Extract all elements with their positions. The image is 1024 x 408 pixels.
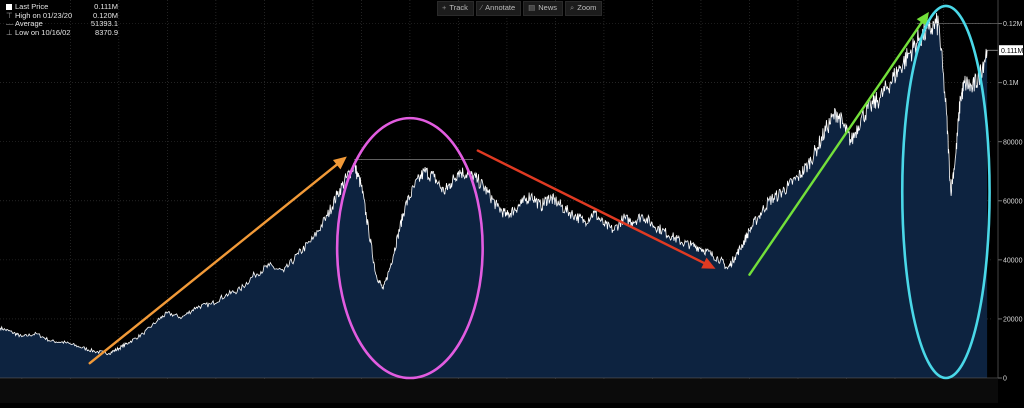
square-swatch-icon	[6, 4, 12, 11]
legend-item-low: ⊥ Low on 10/16/02 8370.9	[6, 27, 118, 38]
trend-arrow	[88, 163, 338, 365]
legend-label: Low on 10/16/02	[15, 27, 71, 37]
news-button[interactable]: ▤ News	[523, 1, 564, 16]
last-price-tag-label: 0.111M	[1001, 48, 1023, 55]
zoom-label: Zoom	[577, 3, 597, 12]
legend-label: High on 01/23/20	[15, 10, 73, 20]
zoom-button[interactable]: ⌕ Zoom	[565, 1, 603, 16]
trend-arrow-head	[701, 257, 716, 269]
y-tick-label: 0.1M	[1003, 80, 1019, 87]
highlight-ellipse	[335, 116, 484, 380]
legend-item-high: ⊤ High on 01/23/20 0.120M	[6, 10, 118, 21]
trend-arrow	[476, 149, 706, 265]
trend-arrow	[748, 21, 923, 276]
legend-value: 51393.1	[90, 19, 118, 29]
legend-item-average: — Average 51393.1	[6, 20, 118, 29]
legend-value: 0.111M	[94, 2, 118, 11]
news-icon: ▤	[528, 3, 536, 12]
y-tick-label: 60000	[1003, 198, 1023, 205]
y-tick-label: 0	[1003, 376, 1007, 383]
zoom-icon: ⌕	[570, 3, 575, 12]
x-axis-band	[0, 379, 998, 403]
highlight-ellipse	[900, 4, 991, 380]
low-marker-icon: ⊥	[6, 27, 13, 37]
track-label: Track	[449, 3, 468, 12]
legend-value: 0.120M	[92, 10, 118, 20]
y-tick-label: 40000	[1003, 257, 1023, 264]
legend-item-last-price: Last Price 0.111M	[6, 2, 118, 12]
high-marker-icon: ⊤	[6, 10, 13, 20]
trend-arrow-head	[916, 11, 929, 26]
price-area	[0, 13, 988, 378]
news-label: News	[538, 3, 558, 12]
trend-arrow-head	[332, 156, 347, 170]
annotate-label: Annotate	[485, 3, 516, 12]
crosshair-icon: +	[442, 3, 447, 12]
price-line	[0, 12, 988, 356]
pencil-icon: ∕	[480, 3, 483, 12]
track-button[interactable]: + Track	[437, 1, 474, 16]
last-price-tag	[999, 45, 1023, 56]
average-marker-icon: —	[6, 19, 14, 29]
annotate-button[interactable]: ∕ Annotate	[475, 1, 522, 16]
chart-toolbar: + Track ∕ Annotate ▤ News ⌕ Zoom	[437, 1, 603, 16]
y-tick-label: 0.12M	[1003, 21, 1023, 28]
legend-label: Last Price	[15, 2, 49, 11]
legend: Last Price 0.111M ⊤ High on 01/23/20 0.12…	[6, 2, 118, 38]
y-tick-label: 80000	[1003, 139, 1023, 146]
y-tick-label: 20000	[1003, 316, 1023, 323]
legend-value: 8370.9	[95, 27, 118, 37]
legend-label: Average	[15, 19, 43, 29]
